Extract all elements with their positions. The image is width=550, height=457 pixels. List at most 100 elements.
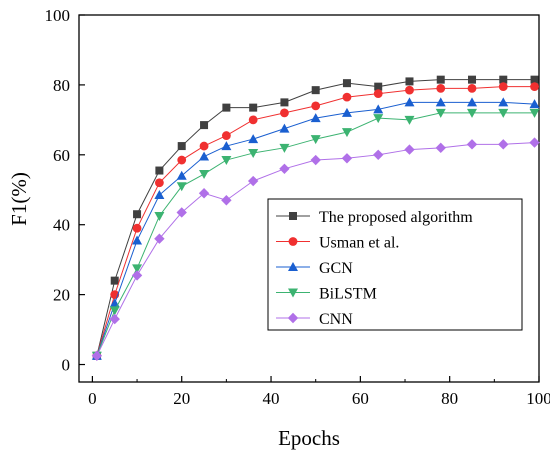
data-point (530, 75, 539, 84)
x-tick-label: 100 (526, 389, 550, 408)
data-point (405, 77, 414, 86)
series-4 (91, 108, 540, 361)
data-point (404, 144, 415, 155)
data-point (498, 97, 509, 107)
legend-label: CNN (319, 311, 353, 328)
legend-marker (289, 212, 297, 220)
data-point (310, 113, 321, 123)
y-tick-label: 0 (62, 356, 71, 375)
legend-item: Usman et al. (276, 235, 399, 252)
data-point (199, 151, 210, 161)
data-point (177, 142, 186, 151)
data-point (177, 155, 187, 165)
data-point (91, 350, 103, 361)
data-point (249, 103, 258, 112)
y-tick-label: 100 (45, 6, 71, 25)
x-tick-label: 0 (88, 389, 97, 408)
data-point (529, 108, 540, 118)
data-point (132, 264, 143, 274)
data-point (176, 207, 187, 218)
data-point (498, 139, 509, 150)
data-point (341, 107, 352, 117)
legend-label: BiLSTM (319, 286, 377, 303)
plot-frame (78, 14, 540, 383)
legend-label: GCN (319, 260, 353, 277)
data-point (468, 75, 477, 84)
y-tick-label: 60 (53, 146, 70, 165)
y-axis-label: F1(%) (7, 172, 31, 226)
data-point (222, 103, 231, 112)
chart-marks (91, 75, 540, 361)
data-point (498, 108, 509, 118)
data-point (341, 153, 353, 164)
data-point (311, 101, 321, 111)
data-point (436, 75, 445, 84)
x-tick-label: 80 (441, 389, 458, 408)
legend-item: CNN (276, 311, 353, 328)
data-point (279, 143, 290, 153)
data-point (154, 211, 165, 221)
data-point (154, 233, 165, 244)
legend-box (267, 198, 523, 331)
data-point (310, 154, 321, 166)
y-tick-label: 80 (53, 76, 70, 95)
legend-marker (287, 312, 299, 324)
data-point (529, 137, 540, 148)
x-tick-label: 20 (173, 389, 190, 408)
data-point (436, 84, 446, 93)
legend-marker (288, 262, 298, 271)
legend-marker (288, 237, 298, 246)
x-tick-label: 40 (263, 389, 280, 408)
data-point (467, 97, 478, 107)
data-point (311, 86, 320, 95)
data-point (530, 82, 539, 92)
data-point (132, 223, 142, 233)
axes: 0 20 40 60 80 100 0 20 40 60 80 100 (45, 6, 550, 408)
series-2 (92, 82, 539, 361)
legend-label: The proposed algorithm (319, 209, 473, 226)
legend-item: BiLSTM (276, 286, 377, 303)
data-point (342, 79, 351, 88)
y-tick-label: 20 (53, 286, 70, 305)
data-point (405, 85, 414, 95)
legend-item: The proposed algorithm (276, 209, 473, 226)
data-point (310, 135, 321, 145)
data-point (373, 149, 384, 161)
data-point (155, 166, 164, 175)
data-point (247, 175, 259, 187)
data-point (176, 170, 187, 180)
data-point (199, 141, 209, 151)
data-point (248, 134, 259, 144)
data-point (435, 108, 446, 118)
data-point (248, 115, 258, 125)
legend-label: Usman et al. (319, 235, 399, 252)
data-point (404, 115, 415, 125)
data-point (342, 92, 352, 102)
data-point (110, 276, 119, 285)
data-point (341, 128, 352, 138)
data-point (248, 149, 259, 159)
data-point (132, 235, 143, 245)
data-point (200, 121, 209, 130)
data-point (435, 142, 446, 154)
data-point (154, 178, 164, 188)
legend-item: GCN (276, 260, 353, 277)
data-point (221, 195, 232, 206)
data-point (373, 104, 384, 114)
data-point (279, 163, 290, 174)
data-point (280, 98, 289, 107)
data-point (498, 82, 508, 92)
data-point (280, 108, 289, 118)
legend-marker (288, 288, 298, 298)
data-point (467, 84, 477, 93)
data-point (404, 97, 415, 107)
data-point (373, 114, 384, 124)
data-point (221, 141, 232, 151)
data-point (133, 210, 142, 219)
data-point (221, 156, 232, 166)
y-tick-label: 40 (53, 216, 70, 235)
data-point (109, 313, 120, 325)
data-point (529, 99, 540, 109)
data-point (279, 123, 290, 133)
